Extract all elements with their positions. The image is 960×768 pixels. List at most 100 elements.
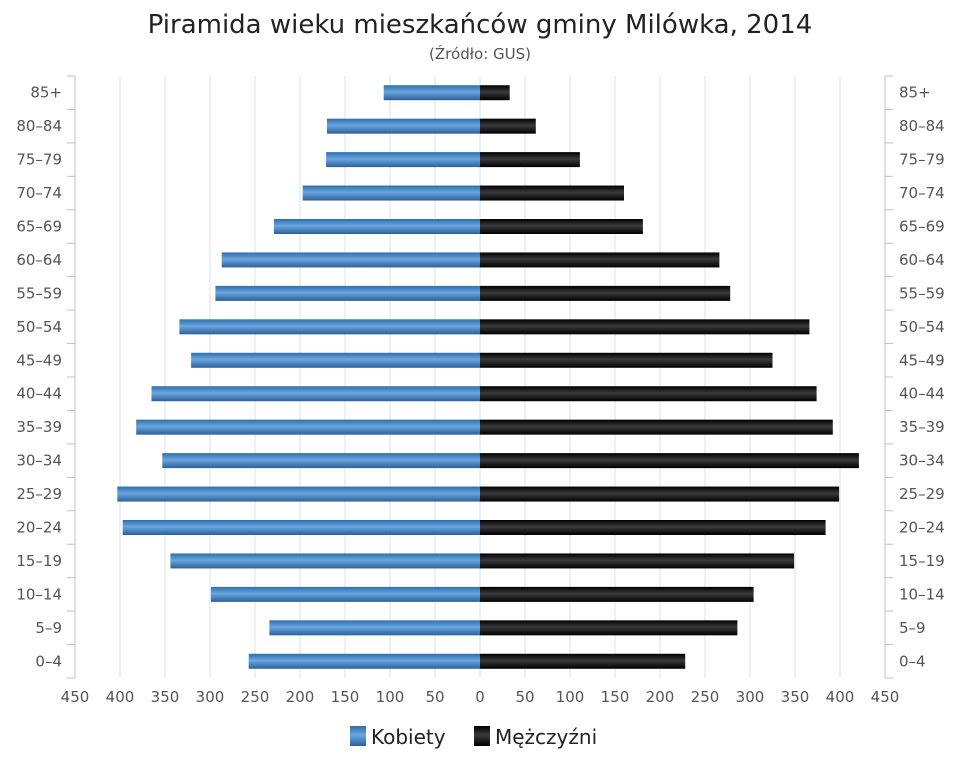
bar-kobiety [383, 85, 480, 101]
legend: Kobiety Mężczyźni [350, 725, 597, 749]
category-label-left: 50–54 [16, 318, 62, 336]
x-tick-label: 400 [826, 688, 855, 706]
category-label-left: 45–49 [16, 351, 62, 369]
category-label-right: 75–79 [899, 151, 945, 169]
legend-swatch [474, 726, 490, 746]
bar-mezczyzni [480, 520, 826, 535]
legend-label: Mężczyźni [495, 725, 597, 749]
category-label-right: 65–69 [899, 218, 945, 236]
category-label-left: 85+ [30, 84, 62, 102]
category-label-left: 20–24 [16, 519, 62, 537]
bar-mezczyzni [480, 386, 817, 402]
x-tick-label: 450 [871, 688, 900, 706]
bar-kobiety [215, 285, 480, 301]
category-label-left: 25–29 [16, 485, 62, 503]
bar-kobiety [191, 352, 480, 368]
category-label-left: 30–34 [16, 452, 62, 470]
bar-mezczyzni [480, 419, 833, 435]
category-label-left: 65–69 [16, 218, 62, 236]
bar-kobiety [210, 586, 480, 602]
x-tick-label: 250 [691, 688, 720, 706]
x-tick-label: 100 [556, 688, 585, 706]
chart-title: Piramida wieku mieszkańców gminy Milówka… [148, 10, 813, 40]
category-label-left: 10–14 [16, 585, 62, 603]
category-label-right: 20–24 [899, 519, 945, 537]
category-label-right: 30–34 [899, 452, 945, 470]
category-label-right: 55–59 [899, 284, 945, 302]
x-tick-label: 200 [286, 688, 315, 706]
category-label-right: 35–39 [899, 418, 945, 436]
bar-kobiety [170, 553, 480, 569]
grid-lines [119, 76, 841, 678]
x-tick-label: 300 [196, 688, 225, 706]
bar-kobiety [327, 118, 480, 134]
bar-mezczyzni [480, 319, 810, 335]
bar-kobiety [221, 252, 480, 268]
x-tick-label: 200 [646, 688, 675, 706]
x-tick-label: 150 [331, 688, 360, 706]
category-label-left: 80–84 [16, 117, 62, 135]
axes-group: 450 400 350 300 250 200 150 100 50 0 50 100 150 200 25… [16, 75, 945, 706]
x-tick-label: 250 [241, 688, 270, 706]
x-tick-label: 350 [781, 688, 810, 706]
x-tick-label: 350 [151, 688, 180, 706]
bar-mezczyzni [480, 118, 536, 134]
category-label-right: 80–84 [899, 117, 945, 135]
bar-mezczyzni [480, 653, 686, 669]
bar-kobiety [162, 453, 481, 469]
category-label-right: 45–49 [899, 351, 945, 369]
category-label-right: 85+ [899, 84, 931, 102]
category-label-left: 55–59 [16, 284, 62, 302]
bar-kobiety [151, 386, 480, 402]
legend-swatch [350, 726, 366, 746]
category-label-right: 60–64 [899, 251, 945, 269]
category-label-right: 25–29 [899, 485, 945, 503]
bar-mezczyzni [480, 486, 840, 502]
category-label-left: 5–9 [35, 619, 62, 637]
category-label-left: 70–74 [16, 184, 62, 202]
bar-mezczyzni [480, 620, 738, 636]
category-label-right: 10–14 [899, 585, 945, 603]
bar-kobiety [122, 520, 480, 535]
bar-mezczyzni [480, 152, 580, 168]
x-tick-label: 400 [106, 688, 135, 706]
category-label-left: 0–4 [35, 652, 62, 670]
x-tick-label: 100 [376, 688, 405, 706]
x-tick-label: 50 [425, 688, 444, 706]
x-tick-label: 50 [515, 688, 534, 706]
bar-mezczyzni [480, 586, 754, 602]
bar-kobiety [117, 486, 481, 502]
x-tick-label: 150 [601, 688, 630, 706]
bar-kobiety [248, 653, 480, 669]
bar-mezczyzni [480, 252, 720, 268]
bar-mezczyzni [480, 85, 510, 101]
bar-mezczyzni [480, 285, 731, 301]
bar-kobiety [302, 185, 480, 201]
category-label-left: 60–64 [16, 251, 62, 269]
bar-kobiety [179, 319, 480, 335]
category-label-right: 40–44 [899, 385, 945, 403]
category-label-left: 40–44 [16, 385, 62, 403]
category-label-right: 0–4 [899, 652, 926, 670]
x-tick-label: 450 [61, 688, 90, 706]
x-tick-label: 0 [475, 688, 485, 706]
bar-kobiety [269, 620, 480, 636]
bar-kobiety [273, 219, 480, 234]
bar-mezczyzni [480, 453, 859, 469]
category-label-right: 5–9 [899, 619, 926, 637]
category-label-left: 15–19 [16, 552, 62, 570]
x-tick-label: 300 [736, 688, 765, 706]
bar-mezczyzni [480, 553, 795, 569]
chart-subtitle: (Źródło: GUS) [429, 44, 531, 63]
bars-group [117, 85, 859, 669]
category-label-right: 50–54 [899, 318, 945, 336]
bar-mezczyzni [480, 352, 773, 368]
category-label-left: 35–39 [16, 418, 62, 436]
category-label-right: 15–19 [899, 552, 945, 570]
bar-kobiety [326, 152, 480, 168]
bar-mezczyzni [480, 219, 643, 234]
category-label-right: 70–74 [899, 184, 945, 202]
bar-kobiety [136, 419, 480, 435]
bar-mezczyzni [480, 185, 624, 201]
